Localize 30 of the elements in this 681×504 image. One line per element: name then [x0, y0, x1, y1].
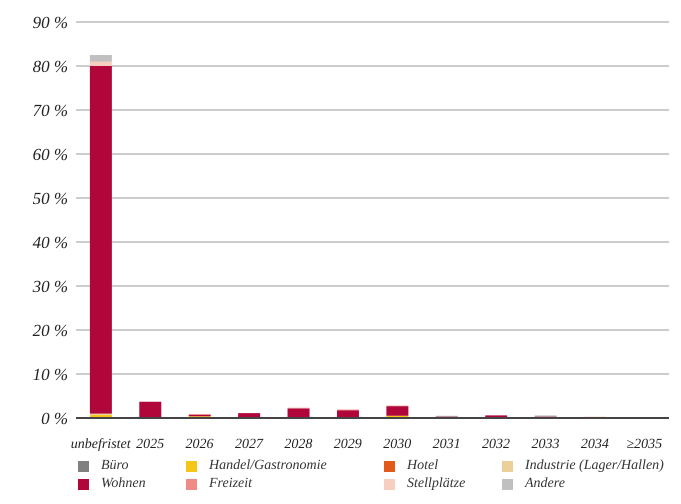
legend-label: Freizeit: [209, 476, 252, 492]
legend-label: Andere: [525, 476, 565, 492]
y-tick-label: 70 %: [32, 101, 68, 120]
y-tick-label: 30 %: [32, 277, 68, 296]
legend-label: Hotel: [407, 458, 438, 474]
x-tick-label: unbefristet: [70, 436, 132, 452]
x-tick-label: ≥2035: [626, 436, 662, 452]
x-tick-label: 2028: [284, 436, 312, 452]
y-tick-label: 10 %: [32, 365, 68, 384]
x-tick-label: 2027: [234, 436, 264, 452]
x-tick-label: 2034: [580, 436, 609, 452]
x-tick-label: 2030: [383, 436, 412, 452]
y-tick-label: 40 %: [32, 233, 68, 252]
y-tick-label: 80 %: [32, 57, 68, 76]
x-tick-label: 2032: [482, 436, 510, 452]
legend-label: Wohnen: [101, 476, 146, 492]
x-tick-label: 2029: [334, 436, 362, 452]
legend-label: Stellplätze: [407, 476, 466, 492]
y-tick-label: 50 %: [32, 189, 68, 208]
legend-label: Büro: [101, 458, 128, 474]
legend-label: Handel/Gastronomie: [209, 458, 327, 474]
x-tick-label: 2026: [186, 436, 214, 452]
y-tick-label: 90 %: [32, 13, 68, 32]
x-tick-label: 2033: [531, 436, 560, 452]
legend-label: Industrie (Lager/Hallen): [525, 458, 664, 474]
y-tick-label: 0 %: [41, 409, 68, 428]
y-tick-label: 60 %: [32, 145, 68, 164]
y-tick-label: 20 %: [32, 321, 68, 340]
x-tick-label: 2031: [432, 436, 461, 452]
x-tick-label: 2025: [136, 436, 164, 452]
